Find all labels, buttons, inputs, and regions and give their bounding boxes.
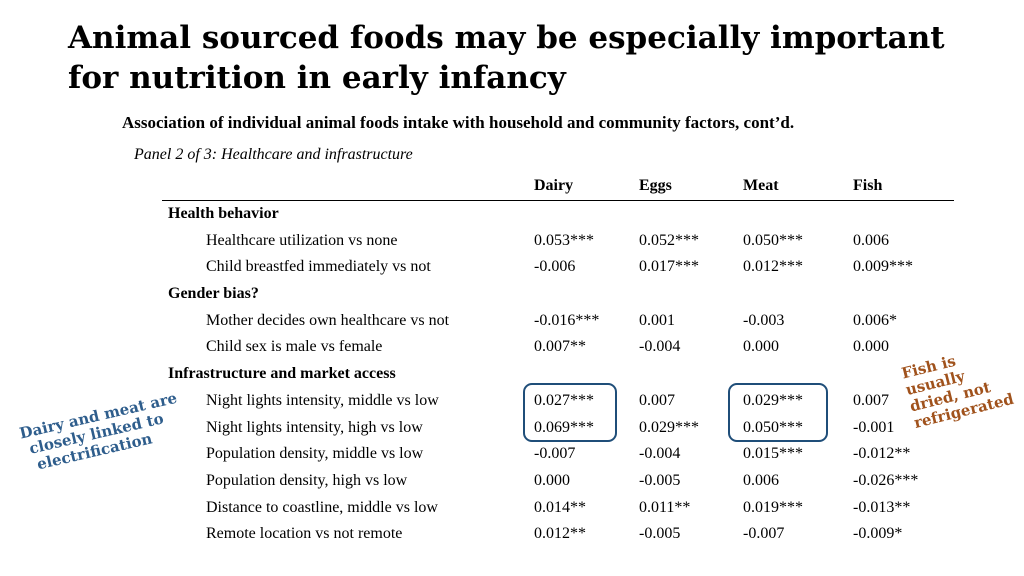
cell-dairy: 0.007** xyxy=(534,338,586,356)
column-header-meat: Meat xyxy=(743,177,779,194)
table-row: Distance to coastline, middle vs low 0.0… xyxy=(162,495,954,522)
cell-meat: 0.000 xyxy=(743,338,779,356)
section-header: Gender bias? xyxy=(168,285,259,303)
cell-eggs: 0.011** xyxy=(639,498,691,516)
cell-dairy: -0.007 xyxy=(534,445,576,463)
slide-title: Animal sourced foods may be especially i… xyxy=(68,20,945,96)
row-label: Healthcare utilization vs none xyxy=(206,231,398,249)
table-row: Population density, middle vs low -0.007… xyxy=(162,441,954,468)
cell-eggs: 0.029*** xyxy=(639,418,699,436)
table-row: Child breastfed immediately vs not -0.00… xyxy=(162,254,954,281)
cell-eggs: 0.007 xyxy=(639,391,675,409)
row-label: Population density, middle vs low xyxy=(206,445,424,463)
table-subtitle: Association of individual animal foods i… xyxy=(122,113,795,132)
cell-dairy: -0.006 xyxy=(534,258,576,276)
cell-dairy: 0.027*** xyxy=(534,391,594,409)
row-label: Population density, high vs low xyxy=(206,471,408,489)
cell-eggs: 0.001 xyxy=(639,311,675,329)
cell-eggs: 0.017*** xyxy=(639,258,699,276)
table-row: Population density, high vs low 0.000 -0… xyxy=(162,468,954,495)
table-row: Child sex is male vs female 0.007** -0.0… xyxy=(162,334,954,361)
results-table: Dairy Eggs Meat Fish Health behavior Hea… xyxy=(162,174,954,548)
row-label: Remote location vs not remote xyxy=(206,525,403,543)
cell-eggs: -0.004 xyxy=(639,445,681,463)
meat-highlight-box xyxy=(728,383,828,442)
cell-eggs: -0.005 xyxy=(639,525,681,543)
table-row: Night lights intensity, middle vs low 0.… xyxy=(162,388,954,415)
table-row: Mother decides own healthcare vs not -0.… xyxy=(162,308,954,335)
cell-eggs: 0.052*** xyxy=(639,231,699,249)
cell-dairy: 0.053*** xyxy=(534,231,594,249)
section-header: Health behavior xyxy=(168,205,279,222)
cell-fish: -0.026*** xyxy=(853,471,919,489)
cell-dairy: 0.014** xyxy=(534,498,586,516)
cell-eggs: -0.005 xyxy=(639,471,681,489)
section-row: Infrastructure and market access xyxy=(162,361,954,388)
cell-meat: 0.050*** xyxy=(743,231,803,249)
cell-dairy: 0.000 xyxy=(534,471,570,489)
row-label: Distance to coastline, middle vs low xyxy=(206,498,438,516)
cell-fish: 0.006* xyxy=(853,311,897,329)
section-row: Health behavior xyxy=(162,201,954,228)
cell-dairy: 0.012** xyxy=(534,525,586,543)
cell-meat: 0.019*** xyxy=(743,498,803,516)
row-label: Night lights intensity, high vs low xyxy=(206,418,423,436)
row-label: Mother decides own healthcare vs not xyxy=(206,311,450,329)
cell-meat: 0.006 xyxy=(743,471,779,489)
cell-meat: 0.029*** xyxy=(743,391,803,409)
cell-fish: -0.012** xyxy=(853,445,911,463)
cell-fish: 0.000 xyxy=(853,338,889,356)
section-header: Infrastructure and market access xyxy=(168,365,396,383)
table-row: Remote location vs not remote 0.012** -0… xyxy=(162,521,954,548)
cell-dairy: -0.016*** xyxy=(534,311,600,329)
cell-fish: -0.009* xyxy=(853,525,903,543)
section-row: Gender bias? xyxy=(162,281,954,308)
cell-fish: 0.009*** xyxy=(853,258,913,276)
column-header-fish: Fish xyxy=(853,177,883,194)
row-label: Night lights intensity, middle vs low xyxy=(206,391,439,409)
column-header-eggs: Eggs xyxy=(639,177,672,194)
row-label: Child sex is male vs female xyxy=(206,338,383,356)
table-header-row: Dairy Eggs Meat Fish xyxy=(162,174,954,201)
cell-fish: 0.007 xyxy=(853,391,889,409)
row-label: Child breastfed immediately vs not xyxy=(206,258,431,276)
column-header-dairy: Dairy xyxy=(534,177,574,194)
cell-meat: -0.007 xyxy=(743,525,785,543)
cell-meat: -0.003 xyxy=(743,311,785,329)
table-row: Healthcare utilization vs none 0.053*** … xyxy=(162,228,954,255)
cell-meat: 0.015*** xyxy=(743,445,803,463)
panel-label: Panel 2 of 3: Healthcare and infrastruct… xyxy=(134,146,413,163)
cell-fish: 0.006 xyxy=(853,231,889,249)
cell-meat: 0.050*** xyxy=(743,418,803,436)
cell-eggs: -0.004 xyxy=(639,338,681,356)
cell-fish: -0.013** xyxy=(853,498,911,516)
cell-meat: 0.012*** xyxy=(743,258,803,276)
table-row: Night lights intensity, high vs low 0.06… xyxy=(162,415,954,442)
cell-dairy: 0.069*** xyxy=(534,418,594,436)
cell-fish: -0.001 xyxy=(853,418,895,436)
dairy-highlight-box xyxy=(523,383,617,442)
